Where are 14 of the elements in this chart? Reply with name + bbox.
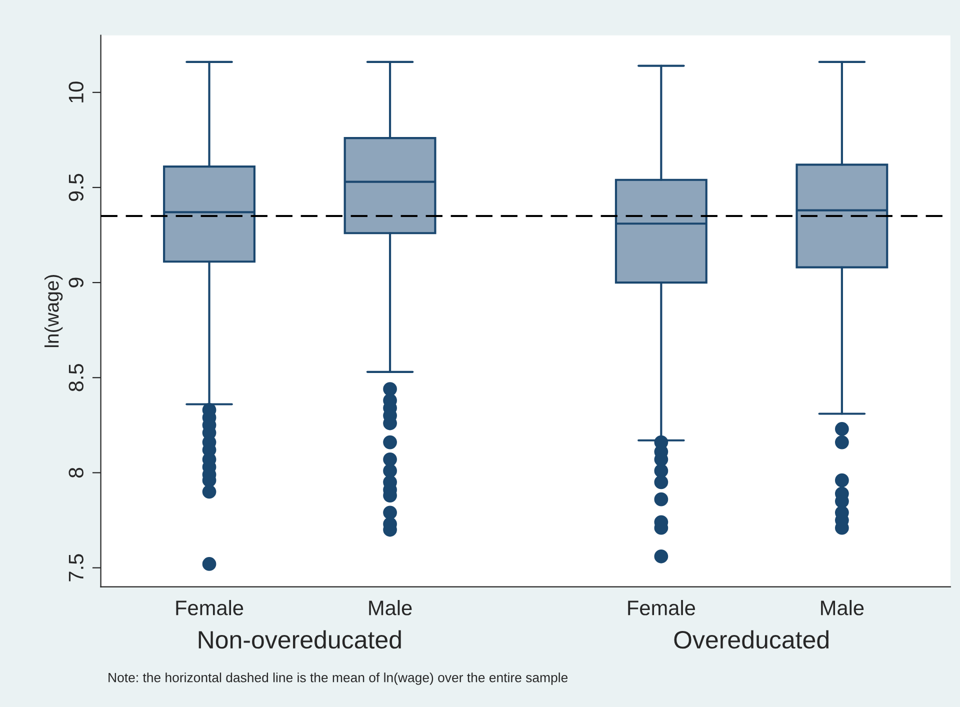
y-tick-label: 8 (68, 468, 84, 478)
x-tick-label: Male (821, 600, 864, 616)
text: Note: the horizontal dashed line is the mean of ln(wage) over the entire sample (108, 672, 568, 685)
text: Non-overeducated (198, 630, 401, 649)
y-axis-title: ln(wage) (44, 275, 63, 348)
x-tick-label: Female (176, 600, 244, 616)
x-tick-label: Male (369, 600, 412, 616)
y-tick-label: 10 (68, 82, 84, 102)
y-tick-label: 7.5 (68, 554, 84, 582)
y-tick-label: 8.5 (68, 364, 84, 392)
y-tick-label: 9.5 (68, 174, 84, 201)
y-tick-label: 9 (68, 278, 84, 288)
x-tick-label: Female (628, 600, 695, 616)
text: Overeducated (674, 630, 828, 649)
